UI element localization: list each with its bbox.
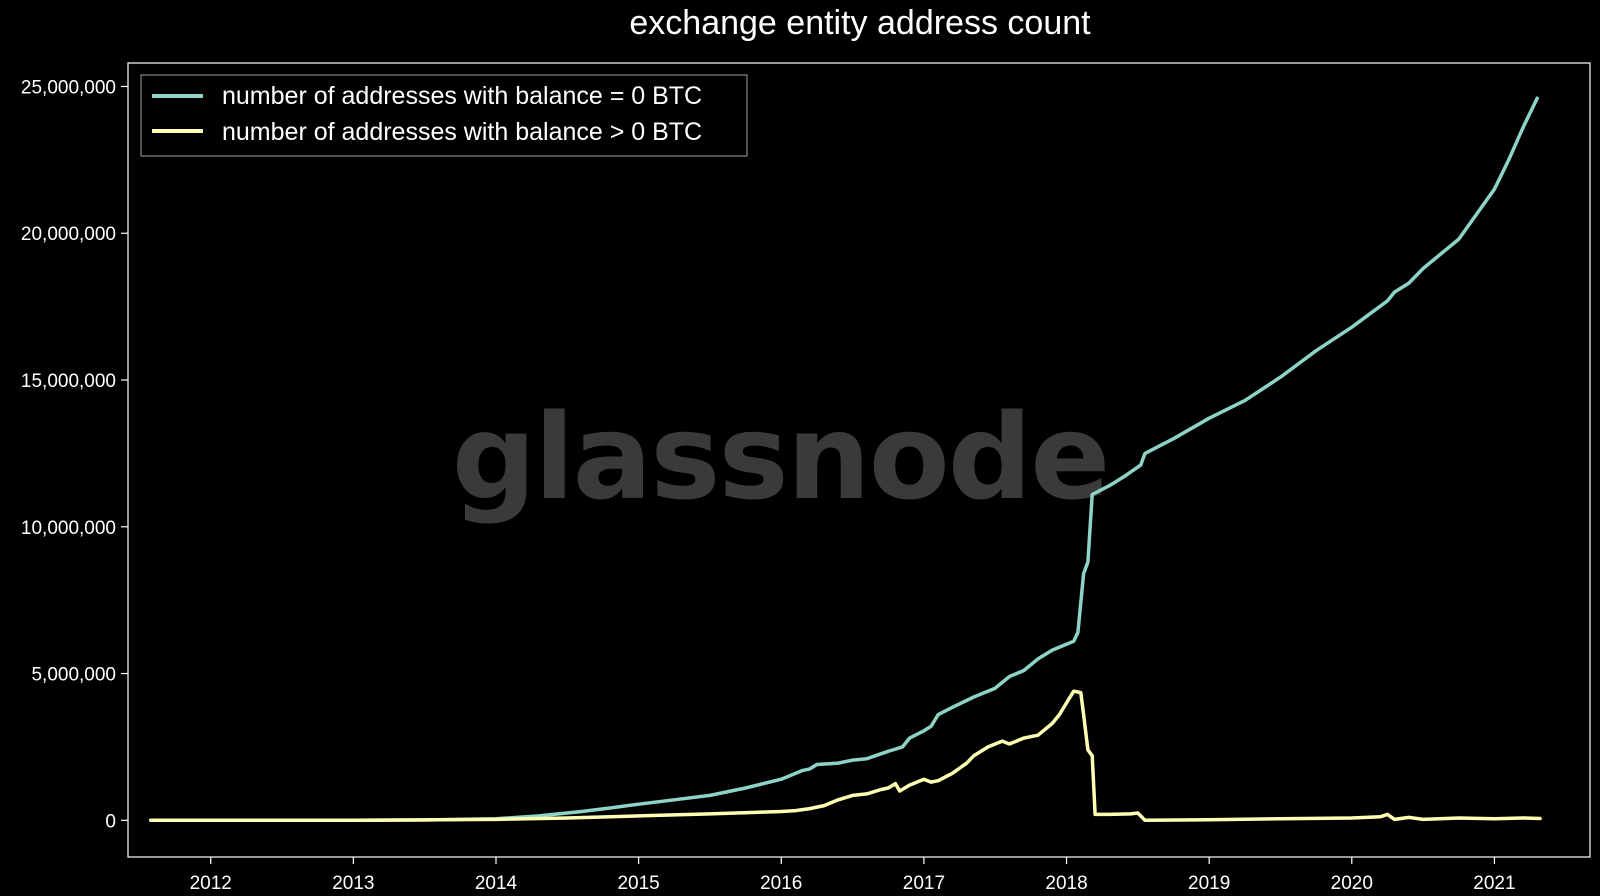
x-axis: 2012 2013 2014 2015 2016 2017 2018 2019 2020 2021 <box>190 857 1516 894</box>
x-tick-label: 2018 <box>1045 873 1087 894</box>
legend-label-positive-balance: number of addresses with balance > 0 BTC <box>222 118 702 146</box>
y-tick-label: 15,000,000 <box>21 371 116 392</box>
y-tick-label: 20,000,000 <box>21 224 116 245</box>
y-tick-label: 25,000,000 <box>21 77 116 98</box>
x-tick-label: 2019 <box>1188 873 1230 894</box>
legend-label-zero-balance: number of addresses with balance = 0 BTC <box>222 82 702 110</box>
x-tick-label: 2015 <box>617 873 659 894</box>
x-tick-label: 2017 <box>903 873 945 894</box>
legend: number of addresses with balance = 0 BTC… <box>140 74 748 157</box>
legend-box <box>140 74 748 157</box>
x-tick-label: 2021 <box>1473 873 1515 894</box>
x-tick-label: 2013 <box>332 873 374 894</box>
plot-area-frame <box>127 62 1591 858</box>
series-line-positive-balance <box>149 689 1542 823</box>
y-tick-label: 5,000,000 <box>31 665 116 686</box>
series-line-zero-balance <box>149 96 1539 823</box>
x-tick-label: 2020 <box>1331 873 1373 894</box>
y-tick-label: 0 <box>105 811 116 832</box>
watermark-logo: glassnode <box>452 388 1109 526</box>
chart-title: exchange entity address count <box>629 4 1091 42</box>
x-tick-label: 2012 <box>190 873 232 894</box>
y-axis: 0 5,000,000 10,000,000 15,000,000 20,000,000… <box>21 77 128 832</box>
x-tick-label: 2016 <box>760 873 802 894</box>
series-lines <box>149 96 1542 823</box>
x-tick-label: 2014 <box>475 873 518 894</box>
y-tick-label: 10,000,000 <box>21 518 116 539</box>
